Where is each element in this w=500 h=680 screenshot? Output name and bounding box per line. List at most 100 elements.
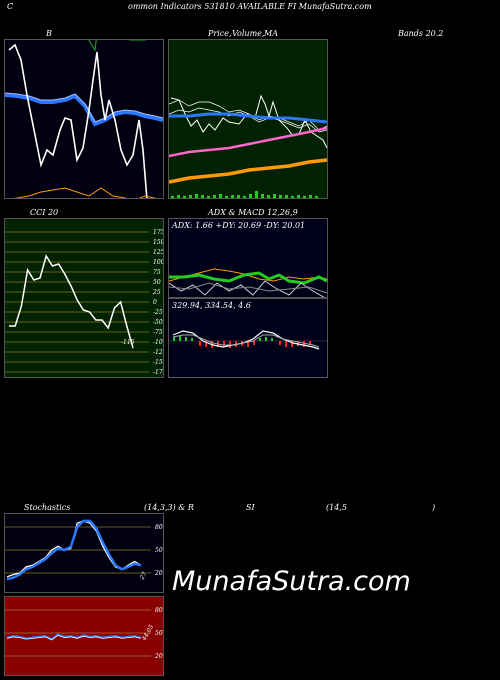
- ma-label: MA: [264, 29, 278, 38]
- price-ma-white-1: [169, 99, 327, 131]
- volume-bar: [231, 195, 234, 198]
- cci-tick-label: -100: [153, 339, 163, 346]
- rsi-white-line: [6, 634, 142, 641]
- price-close-line: [170, 94, 327, 149]
- price-chart: [169, 94, 327, 198]
- cci-tick-label: 25: [152, 289, 161, 296]
- price-panel: [168, 39, 328, 199]
- cci-tick-label: -125: [153, 349, 163, 356]
- adx-gray-line: [169, 282, 327, 294]
- macd-bar: [309, 341, 311, 345]
- volume-bar: [183, 196, 186, 198]
- volume-bar: [303, 196, 306, 198]
- cci-tick-label: 125: [153, 249, 163, 256]
- macd-bar: [173, 337, 175, 341]
- stoch-tick-20: 20: [154, 570, 163, 577]
- volume-bar: [291, 196, 294, 198]
- stoch-tick-50: 50: [155, 547, 163, 554]
- cci-tick-label: -25: [153, 309, 163, 316]
- cci-tick-label: -175: [153, 369, 163, 376]
- macd-bar: [279, 341, 281, 345]
- volume-bar: [261, 194, 264, 198]
- rsi-panel: 80 50 20 44.05: [4, 596, 164, 676]
- volume-bars: [171, 191, 318, 198]
- volume-bar: [309, 195, 312, 198]
- macd-readout: 329.94, 334.54, 4.6: [172, 301, 251, 310]
- rsi-tick-20: 20: [154, 653, 163, 660]
- header-left-label: C: [7, 2, 14, 11]
- chart-title: ommon Indicators 531810 AVAILABLE FI Mun…: [128, 2, 372, 11]
- adx-orange-line: [169, 268, 327, 282]
- volume-bar: [267, 195, 270, 198]
- macd-bar: [191, 338, 193, 341]
- bands-middle-outline: [5, 92, 163, 123]
- stoch-label-e: ): [432, 503, 436, 512]
- macd-bar: [247, 341, 249, 347]
- macd-bar: [199, 341, 201, 346]
- volume-bar: [279, 195, 282, 198]
- macd-bar: [303, 341, 305, 347]
- volume-bar: [225, 196, 228, 198]
- adx-green-line: [169, 271, 327, 285]
- macd-bar: [265, 337, 267, 341]
- rsi-tick-80: 80: [155, 607, 163, 614]
- bands-orange-line: [13, 187, 157, 198]
- bands-label: Bands 20.2: [398, 29, 444, 38]
- cci-grid: [5, 231, 149, 373]
- macd-bar: [291, 341, 293, 347]
- macd-bar: [205, 341, 207, 347]
- volume-bar: [201, 195, 204, 198]
- bands-panel-label-b: B: [46, 29, 52, 38]
- stoch-readout: 27: [138, 571, 148, 582]
- cci-label: CCI 20: [30, 208, 59, 217]
- volume-bar: [243, 196, 246, 198]
- volume-bar: [177, 195, 180, 198]
- cci-line: [9, 254, 134, 349]
- stoch-d-line: [6, 519, 142, 581]
- macd-bar: [185, 337, 187, 341]
- macd-bar: [223, 341, 225, 347]
- cci-tick-label: 100: [153, 259, 163, 266]
- watermark: MunafaSutra.com: [172, 566, 411, 597]
- cci-tick-labels: 175 150 125 100 75 50 25 0 -25 -50 -75 -100 -125 -150…: [152, 229, 163, 376]
- cci-tick-label: -50: [153, 319, 163, 326]
- cci-chart: 175 150 125 100 75 50 25 0 -25 -50 -75 -100 -125 -150…: [5, 229, 163, 376]
- volume-bar: [249, 194, 252, 198]
- adx-macd-label: ADX & MACD 12,26,9: [208, 208, 298, 217]
- adx-chart: [169, 268, 327, 297]
- rsi-line: [6, 633, 142, 641]
- rsi-grid: [5, 609, 151, 657]
- stoch-panel: 80 50 20 27: [4, 513, 164, 593]
- macd-bar: [179, 336, 181, 341]
- volume-bar: [219, 194, 222, 198]
- rsi-tick-50: 50: [155, 630, 163, 637]
- macd-bar: [253, 341, 255, 345]
- cci-tick-label: 50: [153, 279, 161, 286]
- price-blue-ma: [169, 112, 327, 124]
- cci-panel: 175 150 125 100 75 50 25 0 -25 -50 -75 -100 -125 -150…: [4, 218, 164, 378]
- cci-tick-label: 150: [153, 239, 163, 246]
- volume-bar: [195, 194, 198, 198]
- bands-chart: [5, 40, 163, 198]
- stoch-label-c: SI: [246, 503, 255, 512]
- volume-bar: [207, 196, 210, 198]
- volume-label: Volume,: [232, 29, 265, 38]
- cci-tick-label: 175: [153, 229, 163, 236]
- price-pink-ma: [169, 126, 327, 158]
- volume-bar: [315, 196, 318, 198]
- price-orange-ma: [169, 158, 327, 184]
- stoch-tick-80: 80: [155, 524, 163, 531]
- bands-panel: [4, 39, 164, 199]
- rsi-chart: 80 50 20 44.05: [5, 607, 163, 660]
- volume-bar: [297, 195, 300, 198]
- volume-bar: [273, 194, 276, 198]
- macd-bar: [285, 341, 287, 347]
- volume-bar: [285, 195, 288, 198]
- cci-tick-label: -150: [153, 359, 163, 366]
- macd-chart: [169, 330, 327, 350]
- stoch-label-b: (14,3,3) & R: [144, 503, 194, 512]
- macd-bar: [271, 338, 273, 341]
- macd-signal-line: [172, 334, 320, 348]
- adx-white-line: [169, 280, 325, 297]
- volume-bar: [171, 196, 174, 198]
